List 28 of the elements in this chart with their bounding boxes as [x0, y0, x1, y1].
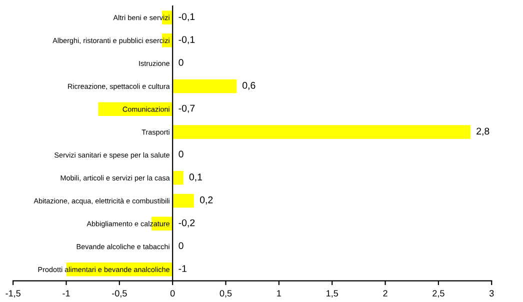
bar [66, 262, 173, 276]
x-tick-label: 0 [170, 290, 175, 297]
x-tick-label: 3 [489, 290, 494, 297]
data-label: -0,7 [178, 104, 195, 113]
bar [172, 125, 470, 139]
bar [98, 102, 173, 116]
x-tick-label: 2,5 [432, 290, 444, 298]
bar [172, 79, 236, 94]
data-label: 0 [178, 150, 184, 158]
x-tick-label: 1 [277, 290, 282, 296]
x-tick-label: 1,5 [326, 290, 338, 298]
data-label: 0,1 [189, 174, 202, 182]
x-tick-label: -1,5 [6, 290, 20, 298]
bar [172, 170, 184, 185]
x-tick-label: -0,5 [112, 290, 127, 298]
bar [172, 194, 194, 208]
data-label: -1 [178, 265, 187, 272]
data-label: -0,1 [178, 13, 195, 22]
data-label: 2,8 [476, 128, 490, 136]
data-label: 0,2 [200, 196, 213, 204]
data-label: 0,6 [242, 82, 256, 90]
data-label: 0 [178, 59, 184, 66]
x-tick-label: -1 [62, 290, 70, 296]
data-label: 0 [178, 242, 184, 250]
data-label: -0,1 [178, 36, 195, 44]
data-label: -0,2 [178, 219, 195, 228]
x-tick-label: 2 [383, 290, 388, 296]
x-tick-label: 0,5 [220, 290, 232, 298]
